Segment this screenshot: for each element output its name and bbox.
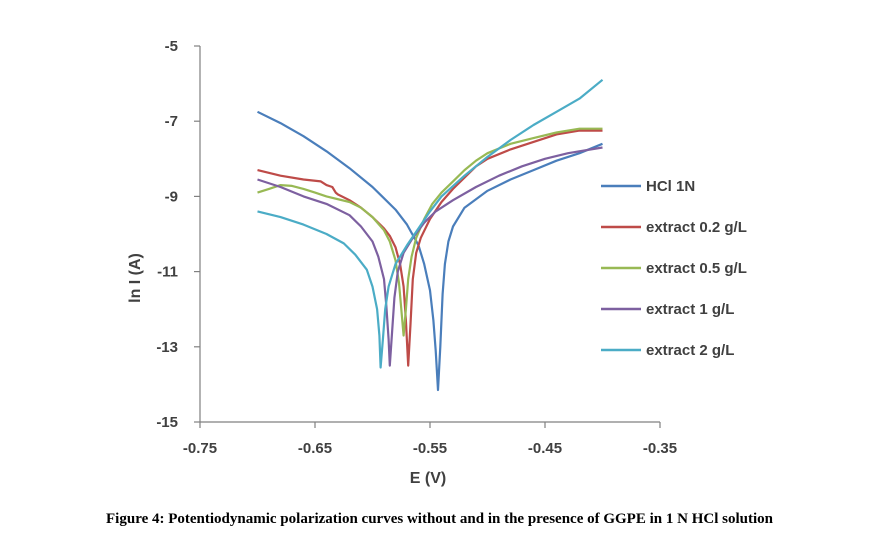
chart-axes	[199, 46, 660, 423]
y-tick-label: -5	[165, 38, 178, 55]
y-axis-title: ln I (A)	[127, 253, 144, 303]
x-tick-label: -0.75	[183, 440, 217, 457]
x-tick-label: -0.35	[643, 440, 677, 457]
legend-label: HCl 1N	[646, 178, 695, 195]
x-tick-label: -0.55	[413, 440, 447, 457]
y-tick-label: -13	[156, 339, 178, 356]
figure-caption: Figure 4: Potentiodynamic polarization c…	[106, 511, 773, 527]
y-tick-label: -15	[156, 414, 178, 431]
legend-label: extract 0.2 g/L	[646, 219, 747, 236]
chart-legend: HCl 1N extract 0.2 g/L extract 0.5 g/L extr…	[601, 178, 747, 359]
y-tick-label: -11	[157, 264, 178, 281]
series-line-2	[257, 129, 603, 367]
series-line-5	[257, 78, 604, 369]
x-axis-title: E (V)	[410, 470, 446, 487]
y-tick-label: -7	[165, 113, 178, 130]
y-tick-label: -9	[165, 188, 178, 205]
y-ticks: -15 -13 -11 -9 -7 -5	[156, 38, 200, 431]
series-line-1	[257, 110, 603, 392]
legend-label: extract 1 g/L	[646, 301, 734, 318]
polarization-chart: -15 -13 -11 -9 -7 -5 -0.75 -0.65 -0.55 -0.45 -0.3…	[127, 38, 747, 487]
legend-label: extract 2 g/L	[646, 342, 734, 359]
plot-lines	[257, 78, 604, 392]
x-tick-label: -0.45	[528, 440, 562, 457]
x-tick-label: -0.65	[298, 440, 332, 457]
x-ticks: -0.75 -0.65 -0.55 -0.45 -0.35	[183, 422, 677, 457]
series-line-4	[257, 146, 603, 367]
series-line-3	[257, 127, 603, 337]
legend-label: extract 0.5 g/L	[646, 260, 747, 277]
